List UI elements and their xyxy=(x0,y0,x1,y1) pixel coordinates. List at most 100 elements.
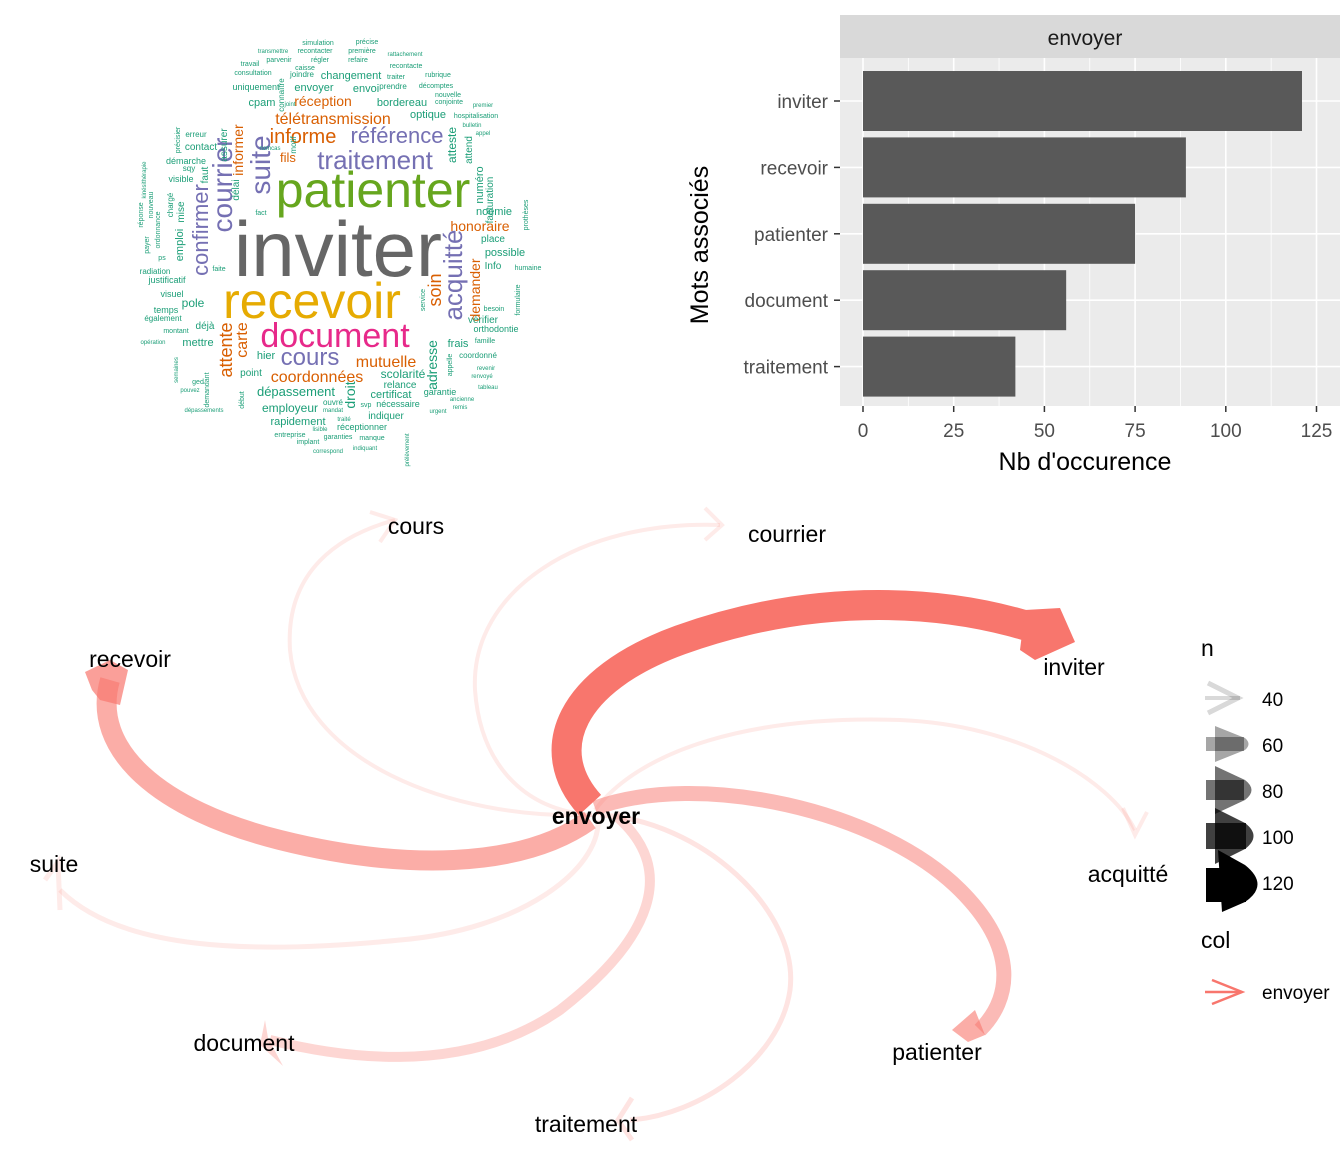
word-cloud-word: également xyxy=(144,314,182,323)
word-cloud-word: rattachement xyxy=(387,52,422,58)
node-traitement: traitement xyxy=(535,1111,638,1137)
network-graph: envoyer cours courrier inviter recevoir … xyxy=(0,490,1344,1152)
word-cloud-word: garanties xyxy=(324,434,353,441)
x-tick-label: 125 xyxy=(1301,421,1333,442)
word-cloud-word: possible xyxy=(485,247,525,259)
word-cloud-word: nouvelle xyxy=(435,92,461,99)
word-cloud-word: temps xyxy=(154,305,179,315)
word-cloud-word: décomptes xyxy=(419,83,454,90)
word-cloud-word: prothèses xyxy=(523,199,530,230)
bar-patienter xyxy=(863,203,1136,264)
edge-cours xyxy=(287,518,593,818)
word-cloud-word: informe xyxy=(270,126,337,148)
word-cloud-word: pouvez xyxy=(180,388,199,394)
node-acquitte: acquitté xyxy=(1088,861,1169,887)
word-cloud-word: opération xyxy=(140,340,165,346)
word-cloud-word: délai xyxy=(231,179,242,200)
word-cloud-word: coordonnées xyxy=(271,369,364,386)
y-tick-label: recevoir xyxy=(760,158,828,179)
word-cloud-word: adresse xyxy=(424,340,440,390)
svg-text:40: 40 xyxy=(1262,690,1283,711)
word-cloud-word: refaire xyxy=(348,57,368,64)
word-cloud-word: cpam xyxy=(249,97,276,109)
word-cloud-word: sqy xyxy=(183,164,195,173)
arrowhead-inviter xyxy=(1020,608,1075,660)
word-cloud-word: carte xyxy=(234,322,251,358)
arrowhead-recevoir xyxy=(85,660,128,705)
word-cloud-word: ged xyxy=(192,379,204,386)
svg-text:100: 100 xyxy=(1262,828,1294,849)
bar-document xyxy=(863,270,1067,331)
word-cloud-word: mettre xyxy=(182,337,213,349)
word-cloud-word: noemie xyxy=(476,206,512,218)
svg-text:60: 60 xyxy=(1262,736,1283,757)
y-axis: inviter recevoir patienter document traiteme… xyxy=(744,92,840,379)
word-cloud-word: ps xyxy=(158,255,166,262)
bar-chart-canvas: envoyer inviter recevoir patienter document… xyxy=(686,15,1340,476)
node-cours: cours xyxy=(388,513,444,539)
word-cloud-word: soin xyxy=(425,273,445,306)
legend-n-120: 120 xyxy=(1206,850,1294,912)
word-cloud-word: prendre xyxy=(379,82,407,91)
arrowhead-courrier xyxy=(703,506,725,542)
word-cloud-word: traité xyxy=(337,417,351,423)
word-cloud-word: suite xyxy=(245,135,276,194)
word-cloud-word: contact xyxy=(185,142,217,153)
word-cloud-word: entreprise xyxy=(274,432,305,439)
word-cloud-word: faut xyxy=(200,166,211,183)
word-cloud-word: réponse xyxy=(138,202,145,227)
bar-recevoir xyxy=(863,137,1186,198)
arrowhead-traitement xyxy=(614,1096,635,1142)
facet-strip xyxy=(840,15,1340,58)
word-cloud-word: radiation xyxy=(140,267,171,276)
edge-courrier xyxy=(472,522,721,817)
word-cloud-word: indiquant xyxy=(353,446,378,452)
word-cloud-word: travail xyxy=(241,61,260,68)
word-cloud-word: conjointe xyxy=(435,99,463,106)
word-cloud-word: mise xyxy=(176,201,187,223)
word-cloud: inviter patienter recevoir document traiteme… xyxy=(0,0,680,480)
word-cloud-word: début xyxy=(239,391,246,409)
word-cloud-word: recevoir xyxy=(223,273,401,329)
legend-n-40: 40 xyxy=(1205,680,1283,716)
y-tick-label: document xyxy=(745,291,829,312)
word-cloud-word: justificatif xyxy=(147,275,186,285)
edge-inviter xyxy=(551,590,1045,816)
y-tick-label: traitement xyxy=(744,358,829,379)
word-cloud-word: orthodontie xyxy=(473,324,518,334)
word-cloud-word: recontacter xyxy=(297,48,333,55)
x-tick-label: 100 xyxy=(1210,421,1242,442)
word-cloud-word: demander xyxy=(467,258,483,321)
x-axis: 0 25 50 75 100 125 xyxy=(858,406,1333,442)
word-cloud-word: transmettre xyxy=(258,49,289,55)
node-envoyer: envoyer xyxy=(552,803,640,829)
word-cloud-word: joint xyxy=(283,102,295,108)
word-cloud-word: svp xyxy=(361,402,372,409)
word-cloud-word: réceptionner xyxy=(337,422,387,432)
word-cloud-word: facturation xyxy=(485,177,496,224)
y-axis-title: Mots associés xyxy=(686,166,714,324)
word-cloud-word: confirmer xyxy=(188,184,213,276)
arrowhead-patienter xyxy=(952,1010,985,1042)
word-cloud-word: inviter xyxy=(234,205,442,293)
word-cloud-word: fils xyxy=(280,150,296,165)
word-cloud-word: consultation xyxy=(234,70,271,77)
legend: n 40 60 80 100 xyxy=(1201,635,1330,1006)
word-cloud-word: appelle xyxy=(447,354,454,377)
word-cloud-word: remis xyxy=(453,405,468,411)
word-cloud-word: patienter xyxy=(276,162,471,218)
word-cloud-word: télétransmission xyxy=(275,111,391,128)
word-cloud-word: employeur xyxy=(262,401,318,415)
word-cloud-word: place xyxy=(481,234,505,245)
word-cloud-word: manque xyxy=(359,435,384,442)
word-cloud-word: kinésithérapie xyxy=(142,161,148,199)
word-cloud-word: régler xyxy=(311,57,330,64)
word-cloud-word: joindre xyxy=(289,70,315,79)
word-cloud-word: pole xyxy=(182,296,205,310)
edge-patienter xyxy=(592,786,1012,1036)
word-cloud-word: dépassement xyxy=(257,384,335,399)
word-cloud-word: hospitalisation xyxy=(454,113,498,120)
word-cloud-word: connaître xyxy=(277,78,286,112)
word-cloud-word: optique xyxy=(410,109,446,121)
x-tick-label: 0 xyxy=(858,421,869,442)
